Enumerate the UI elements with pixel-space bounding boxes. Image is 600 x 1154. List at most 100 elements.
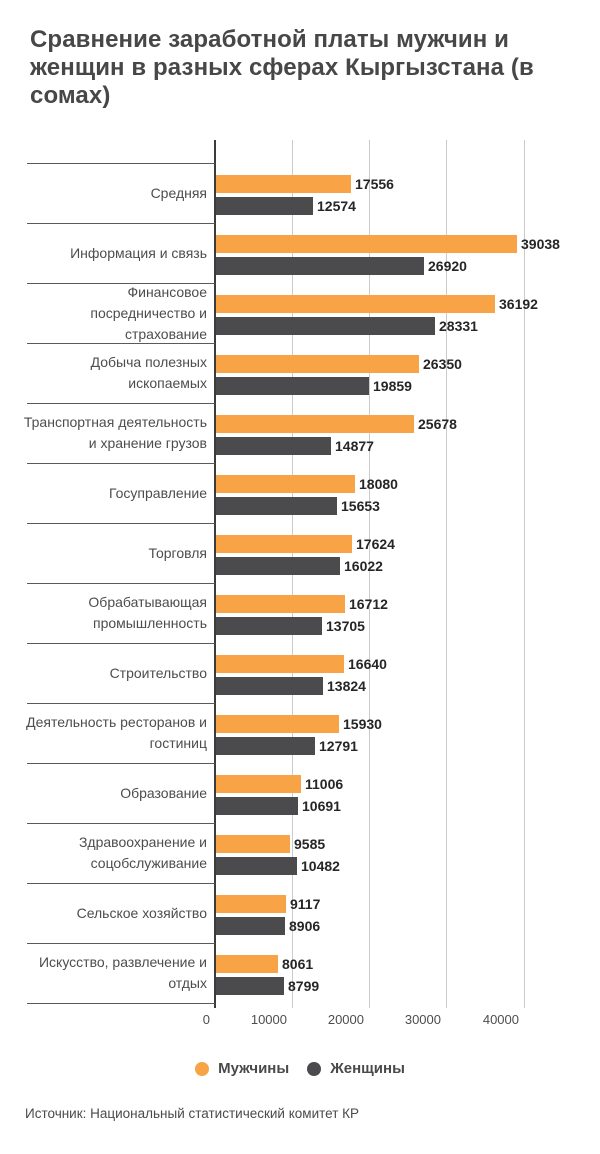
- bar-value-label: 13824: [327, 678, 366, 694]
- row-separator: [27, 463, 215, 464]
- women-bar-group: 12791: [216, 737, 358, 755]
- women-bar: [216, 797, 298, 815]
- row-separator: [27, 523, 215, 524]
- men-bar: [216, 235, 517, 253]
- men-bar-group: 16640: [216, 655, 387, 673]
- category-label: Транспортная деятельность и хранение гру…: [23, 414, 207, 451]
- women-bar: [216, 497, 337, 515]
- category-row: Госуправление 18080 15653: [0, 463, 600, 523]
- women-bar: [216, 737, 315, 755]
- men-bar-group: 15930: [216, 715, 382, 733]
- bar-value-label: 9117: [290, 896, 321, 912]
- men-bar: [216, 595, 345, 613]
- category-label: Образование: [120, 784, 207, 801]
- x-tick-label: 30000: [404, 1012, 441, 1027]
- category-row: Информация и связь 39038 26920: [0, 223, 600, 283]
- row-separator: [27, 823, 215, 824]
- women-bar: [216, 977, 284, 995]
- category-label: Здравоохранение и соцобслуживание: [78, 834, 207, 871]
- bar-value-label: 12574: [317, 198, 356, 214]
- bar-value-label: 8906: [289, 918, 321, 934]
- men-bar-group: 9585: [216, 835, 325, 853]
- men-bar-group: 17624: [216, 535, 395, 553]
- category-row: Средняя 17556 12574: [0, 163, 600, 223]
- men-bar: [216, 835, 290, 853]
- source-text: Источник: Национальный статистический ко…: [25, 1106, 359, 1121]
- legend-item-women: Женщины: [307, 1060, 405, 1077]
- men-bar-group: 18080: [216, 475, 398, 493]
- men-bar-group: 39038: [216, 235, 560, 253]
- category-row: Сельское хозяйство 9117 8906: [0, 883, 600, 943]
- x-axis-tick-labels: 0 10000 20000 30000 40000: [0, 1012, 600, 1030]
- men-bar: [216, 715, 339, 733]
- bar-value-label: 12791: [319, 738, 358, 754]
- category-row: Строительство 16640 13824: [0, 643, 600, 703]
- bar-value-label: 16640: [348, 656, 387, 672]
- category-row: Здравоохранение и соцобслуживание 9585 104…: [0, 823, 600, 883]
- bar-value-label: 26920: [428, 258, 467, 274]
- x-tick-label: 0: [202, 1012, 210, 1027]
- bar-value-label: 26350: [423, 356, 462, 372]
- row-separator: [27, 223, 215, 224]
- row-separator: [27, 163, 215, 164]
- category-label: Финансовое посредничество и страхование: [90, 283, 207, 342]
- category-label: Сельское хозяйство: [76, 904, 207, 921]
- men-bar-group: 26350: [216, 355, 462, 373]
- bar-value-label: 13705: [326, 618, 365, 634]
- category-label: Госуправление: [109, 484, 207, 501]
- women-bar-group: 28331: [216, 317, 478, 335]
- women-bar-group: 10482: [216, 857, 340, 875]
- men-bar: [216, 775, 301, 793]
- category-label: Искусство, развлечение и отдых: [38, 954, 207, 991]
- x-tick-label: 20000: [327, 1012, 364, 1027]
- category-label: Добыча полезных ископаемых: [90, 354, 207, 391]
- men-bar-group: 36192: [216, 295, 538, 313]
- bar-value-label: 17556: [355, 176, 394, 192]
- category-label: Строительство: [109, 664, 207, 681]
- bar-value-label: 16712: [349, 596, 388, 612]
- category-row: Добыча полезных ископаемых 26350 19859: [0, 343, 600, 403]
- category-label: Средняя: [150, 184, 207, 201]
- category-row: Торговля 17624 16022: [0, 523, 600, 583]
- category-label: Деятельность ресторанов и гостиниц: [26, 714, 207, 751]
- men-bar: [216, 475, 355, 493]
- x-tick-label: 10000: [250, 1012, 287, 1027]
- bar-value-label: 15930: [343, 716, 382, 732]
- women-bar-group: 26920: [216, 257, 467, 275]
- women-bar-group: 10691: [216, 797, 341, 815]
- bar-value-label: 19859: [373, 378, 412, 394]
- women-bar-group: 12574: [216, 197, 356, 215]
- women-bar: [216, 197, 313, 215]
- men-bar: [216, 355, 419, 373]
- women-bar: [216, 257, 424, 275]
- women-legend-dot-icon: [307, 1061, 322, 1076]
- women-bar: [216, 557, 340, 575]
- category-row: Искусство, развлечение и отдых 8061 8799: [0, 943, 600, 1003]
- women-bar-group: 15653: [216, 497, 380, 515]
- women-bar: [216, 317, 435, 335]
- men-bar: [216, 955, 278, 973]
- women-bar: [216, 917, 285, 935]
- row-separator: [27, 583, 215, 584]
- bar-value-label: 39038: [521, 236, 560, 252]
- women-bar-group: 13824: [216, 677, 366, 695]
- men-bar-group: 8061: [216, 955, 313, 973]
- bar-value-label: 17624: [356, 536, 395, 552]
- chart-title: Сравнение заработной платы мужчин и женщ…: [30, 26, 534, 109]
- category-row: Деятельность ресторанов и гостиниц 15930 1…: [0, 703, 600, 763]
- men-legend-dot-icon: [195, 1061, 210, 1076]
- y-axis-line: [214, 140, 216, 1008]
- men-bar: [216, 655, 344, 673]
- legend-item-men: Мужчины: [195, 1060, 289, 1077]
- category-label: Информация и связь: [70, 244, 207, 261]
- women-bar: [216, 617, 322, 635]
- men-bar-group: 16712: [216, 595, 388, 613]
- bar-value-label: 28331: [439, 318, 478, 334]
- men-bar: [216, 295, 495, 313]
- men-bar: [216, 535, 352, 553]
- women-bar-group: 13705: [216, 617, 365, 635]
- women-bar-group: 14877: [216, 437, 374, 455]
- category-row: Обрабатывающая промышленность 16712 13705: [0, 583, 600, 643]
- category-label: Торговля: [148, 544, 207, 561]
